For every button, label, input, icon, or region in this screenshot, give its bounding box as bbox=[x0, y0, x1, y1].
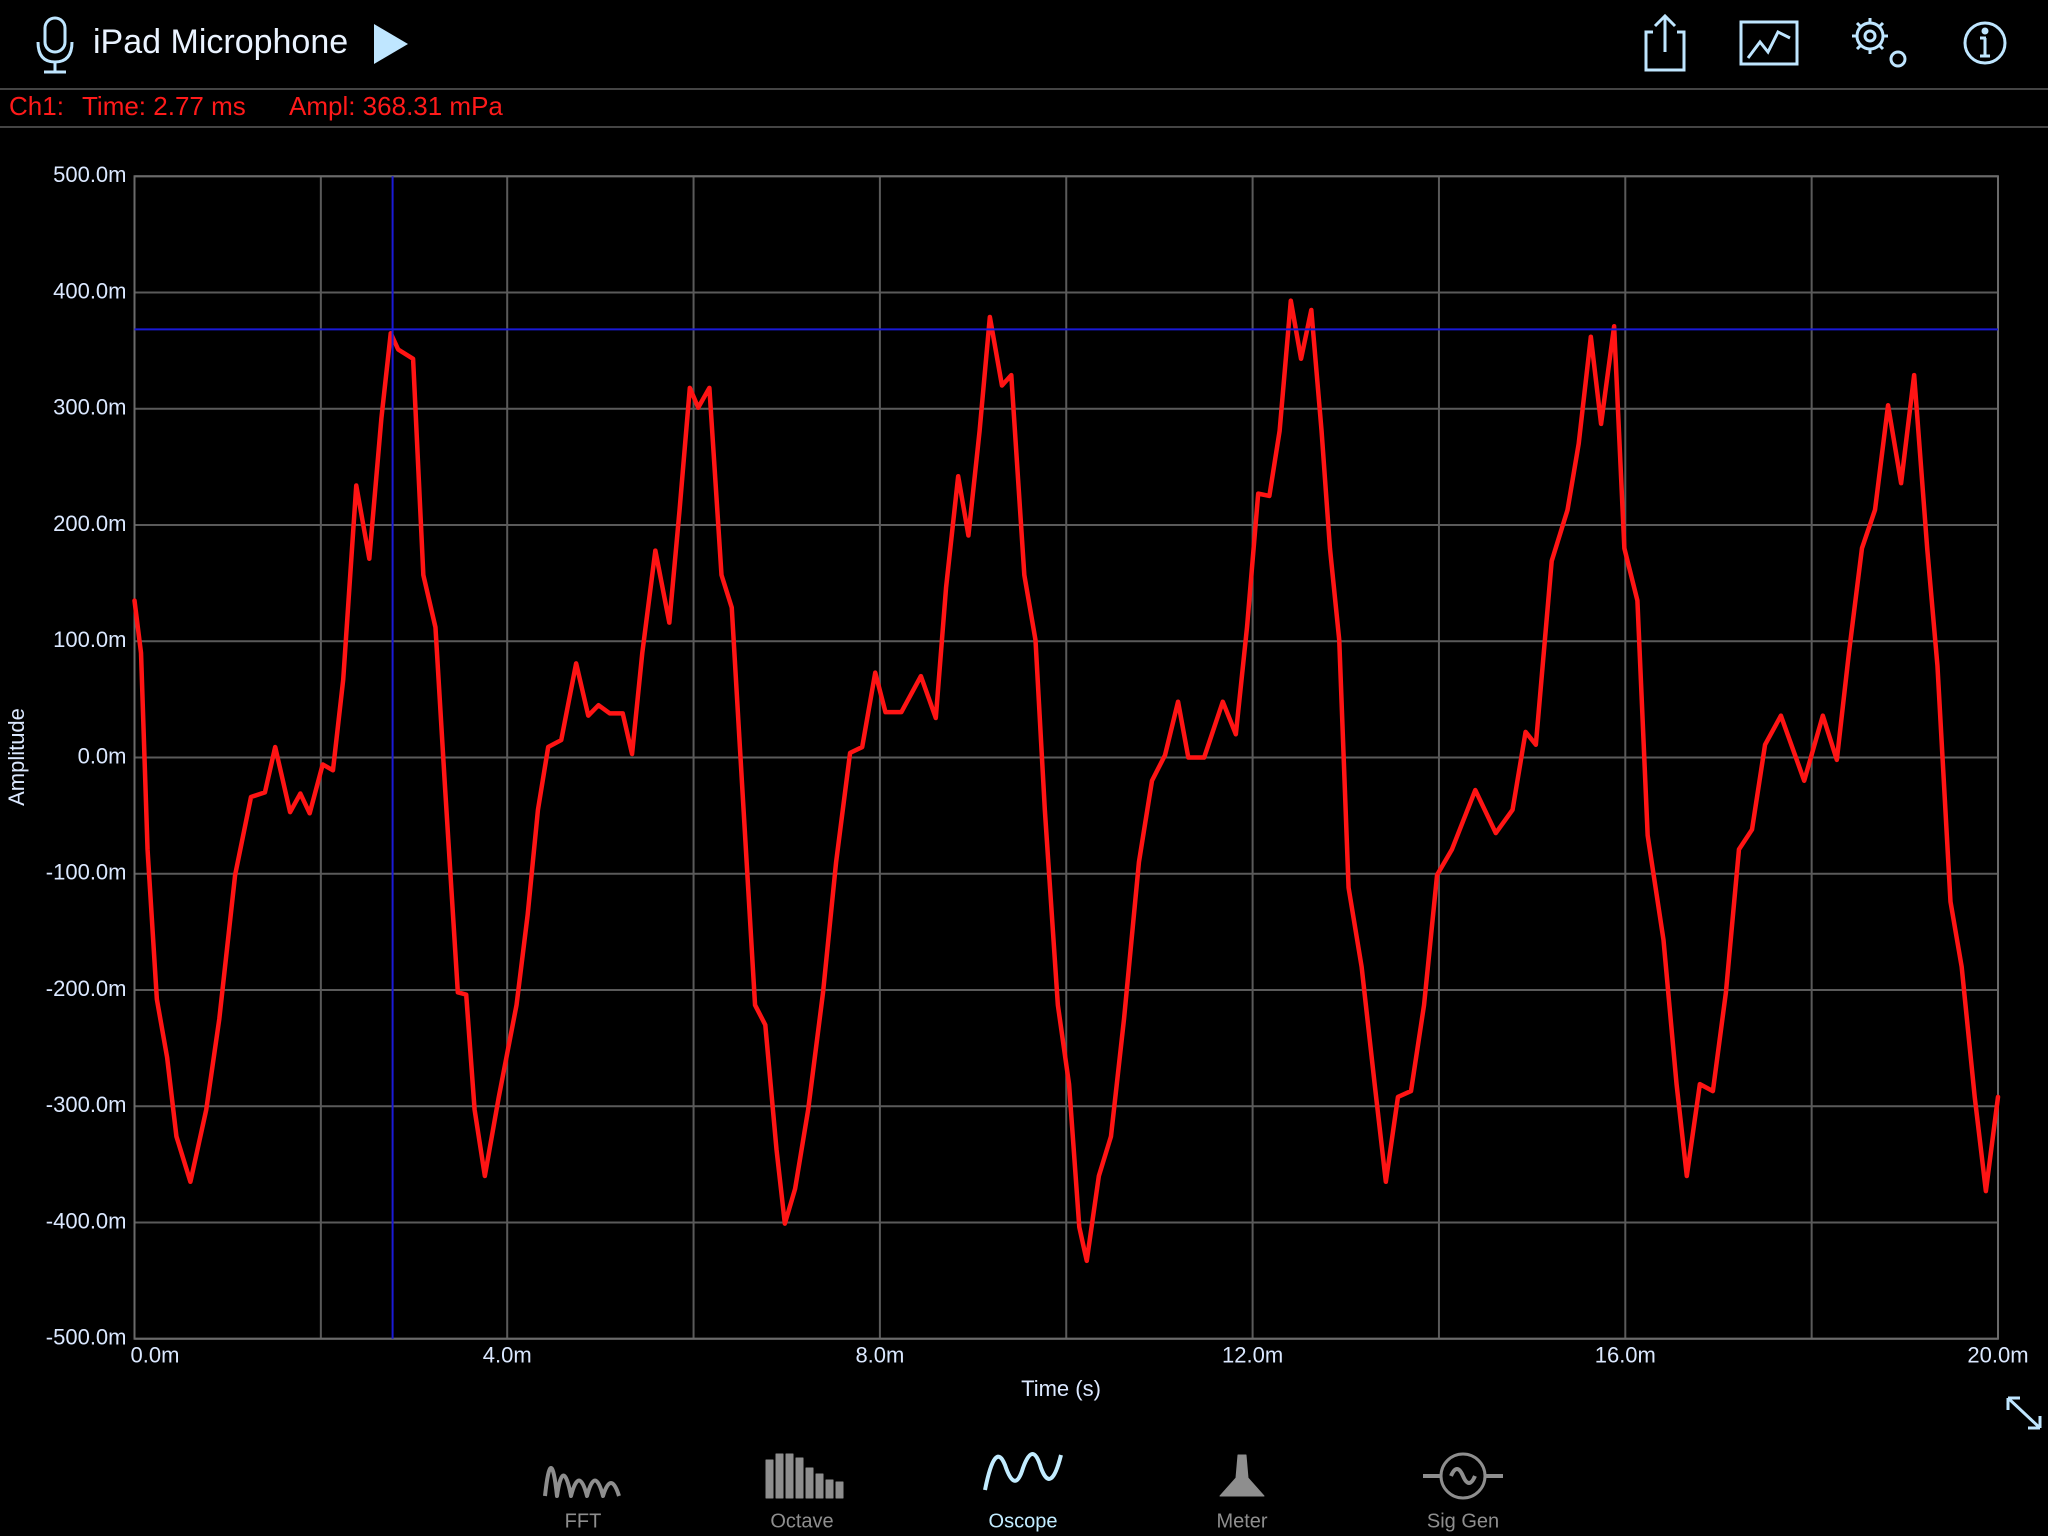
x-tick-label: 0.0m bbox=[131, 1343, 180, 1368]
plot[interactable]: -500.0m -400.0m -300.0m -200.0m -100.0m 0.0m 1… bbox=[46, 162, 2029, 1367]
x-tick-label: 16.0m bbox=[1595, 1343, 1656, 1368]
y-tick-label: 400.0m bbox=[53, 278, 126, 303]
y-tick-label: 200.0m bbox=[53, 511, 126, 536]
y-tick-label: 0.0m bbox=[78, 743, 127, 768]
tab[interactable]: Octave bbox=[765, 1453, 844, 1532]
status-channel: Ch1: bbox=[9, 91, 64, 121]
x-tick-label: 20.0m bbox=[1967, 1343, 2028, 1368]
play-button[interactable] bbox=[374, 24, 408, 64]
tab-icon bbox=[1219, 1454, 1265, 1497]
tab[interactable]: Oscope bbox=[983, 1452, 1063, 1532]
mic-icon[interactable] bbox=[36, 16, 74, 74]
y-tick-label: -500.0m bbox=[46, 1325, 127, 1350]
x-tick-label: 12.0m bbox=[1222, 1343, 1283, 1368]
y-tick-label: 100.0m bbox=[53, 627, 126, 652]
y-tick-label: 300.0m bbox=[53, 395, 126, 420]
tab[interactable]: Meter bbox=[1216, 1454, 1268, 1532]
x-tick-label: 8.0m bbox=[855, 1343, 904, 1368]
y-tick-label: 500.0m bbox=[53, 162, 126, 187]
plot-border bbox=[133, 175, 1999, 1340]
tab-icon bbox=[1423, 1467, 1503, 1485]
x-axis-title: Time (s) bbox=[1021, 1376, 1101, 1401]
y-tick-label: -100.0m bbox=[46, 860, 127, 885]
share-button[interactable] bbox=[1644, 13, 1686, 72]
tab-label: Octave bbox=[770, 1510, 833, 1532]
y-tick-label: -400.0m bbox=[46, 1208, 127, 1233]
info-button[interactable] bbox=[1963, 21, 2007, 65]
chart-button[interactable] bbox=[1739, 20, 1799, 66]
tab-icon bbox=[543, 1466, 621, 1498]
status-time: Time: 2.77 ms bbox=[82, 91, 246, 121]
expand-button[interactable] bbox=[2006, 1396, 2042, 1430]
tab[interactable]: FFT bbox=[543, 1466, 621, 1532]
y-tick-label: -200.0m bbox=[46, 976, 127, 1001]
settings-button[interactable] bbox=[1852, 18, 1907, 68]
tab-icon bbox=[983, 1452, 1063, 1491]
status-amplitude: Ampl: 368.31 mPa bbox=[289, 91, 503, 121]
tab-bar: FFT Octave Oscope Meter Sig Gen bbox=[543, 1452, 1503, 1532]
input-title[interactable]: iPad Microphone bbox=[93, 23, 348, 61]
tab-label: Sig Gen bbox=[1427, 1510, 1499, 1532]
tab-label: Meter bbox=[1216, 1510, 1267, 1532]
tab-label: FFT bbox=[565, 1510, 602, 1532]
y-tick-label: -300.0m bbox=[46, 1092, 127, 1117]
x-tick-label: 4.0m bbox=[483, 1343, 532, 1368]
y-axis-title: Amplitude bbox=[4, 708, 29, 806]
waveform-line bbox=[132, 298, 2001, 1264]
tab-icon bbox=[765, 1453, 844, 1499]
tab[interactable]: Sig Gen bbox=[1423, 1452, 1503, 1532]
tab-label: Oscope bbox=[989, 1510, 1058, 1532]
